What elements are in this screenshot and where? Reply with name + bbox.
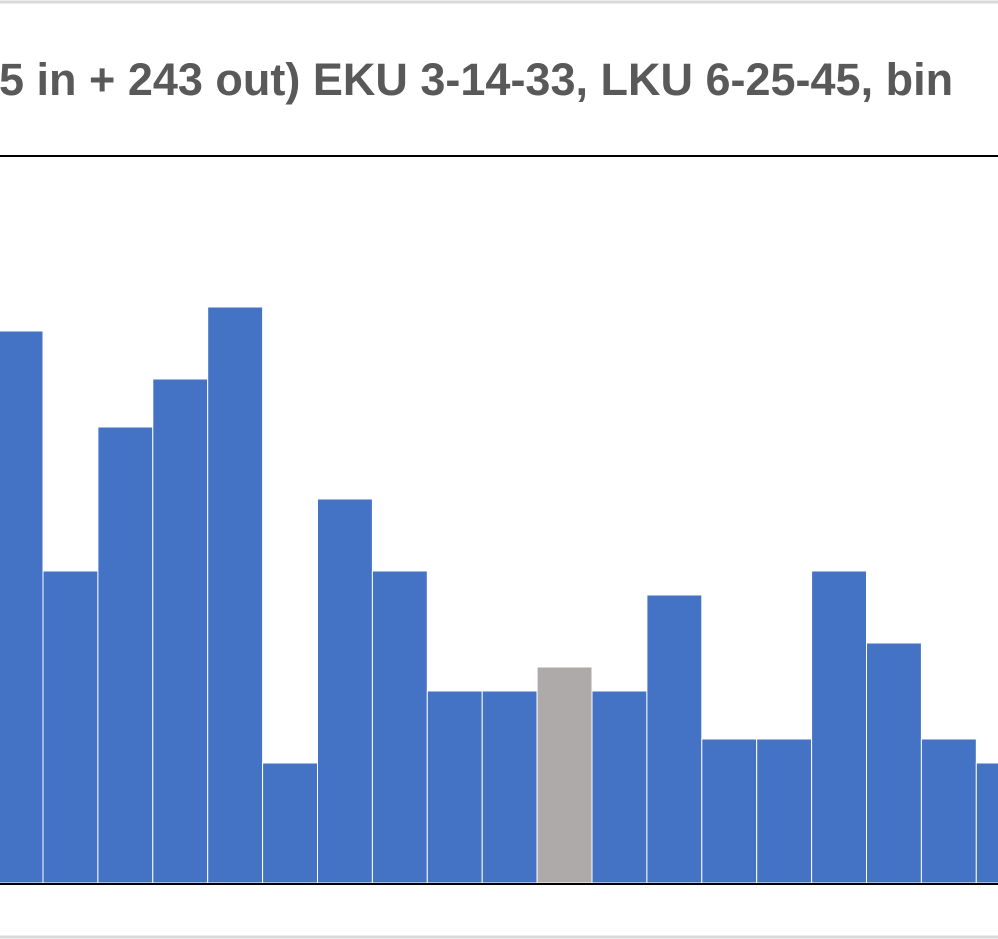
bar bbox=[0, 330, 44, 884]
bar bbox=[756, 738, 813, 884]
bar bbox=[811, 570, 867, 884]
bar bbox=[371, 570, 428, 884]
bar bbox=[426, 690, 483, 884]
bar bbox=[207, 306, 264, 884]
bar bbox=[536, 666, 593, 884]
bar bbox=[975, 762, 998, 884]
bar bbox=[866, 642, 922, 884]
bar bbox=[920, 738, 977, 884]
chart-title: 35 in + 243 out) EKU 3-14-33, LKU 6-25-4… bbox=[0, 54, 953, 105]
bar bbox=[646, 594, 703, 884]
bar bbox=[152, 378, 209, 884]
bar bbox=[591, 690, 648, 884]
bar bbox=[42, 570, 99, 884]
bar bbox=[317, 498, 373, 884]
bar bbox=[97, 426, 154, 884]
bar bbox=[701, 738, 758, 884]
bar bbox=[262, 762, 319, 884]
bar bbox=[481, 690, 538, 884]
